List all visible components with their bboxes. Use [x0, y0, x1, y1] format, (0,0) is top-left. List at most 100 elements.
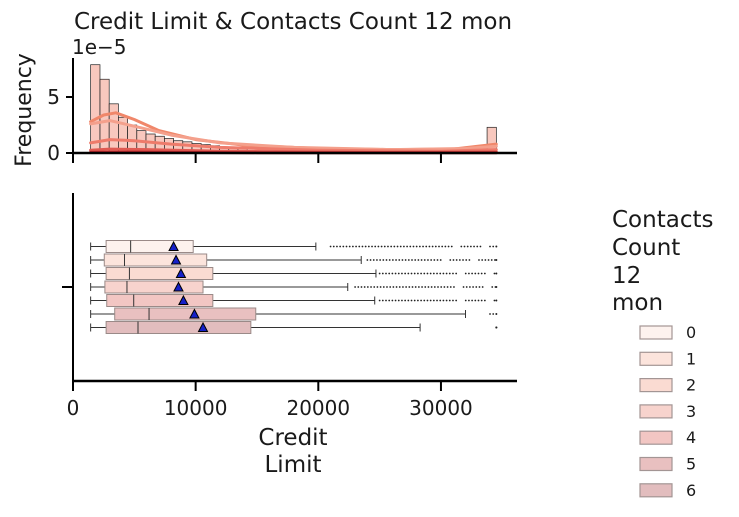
- outlier-point: [455, 259, 458, 261]
- outlier-point: [483, 299, 486, 302]
- outlier-point: [415, 245, 418, 248]
- outlier-point: [404, 299, 407, 302]
- mean-marker: [197, 321, 209, 332]
- legend-title-line-4: mon: [612, 290, 663, 316]
- outlier-point: [371, 245, 373, 248]
- histogram-x-ticks: [72, 153, 442, 163]
- outlier-point: [477, 272, 480, 275]
- outlier-point: [413, 272, 416, 275]
- outlier-point: [407, 259, 410, 261]
- outlier-point: [407, 272, 410, 275]
- outlier-point: [493, 272, 496, 275]
- outlier-point: [476, 245, 479, 248]
- outlier-point: [339, 245, 342, 248]
- legend-label: 6: [686, 481, 696, 500]
- outlier-point: [412, 245, 415, 248]
- boxplot-x-ticks: 0 10000 20000 30000: [67, 381, 473, 420]
- outlier-point: [396, 245, 399, 248]
- outlier-point: [466, 245, 469, 248]
- outlier-point: [397, 272, 400, 275]
- outlier-point: [449, 259, 452, 261]
- outlier-point: [478, 286, 481, 288]
- outlier-point: [450, 245, 453, 248]
- legend-swatch: [639, 483, 673, 498]
- histogram-y-tick-5: 5: [47, 85, 73, 109]
- outlier-point: [494, 259, 496, 261]
- box-iqr: [106, 294, 214, 307]
- outlier-point: [452, 259, 455, 261]
- histogram-y-axis-label: Frequency: [12, 53, 37, 167]
- boxplot-group-5: [90, 307, 498, 321]
- outlier-point: [432, 272, 435, 275]
- outlier-point: [411, 286, 414, 288]
- outlier-point: [474, 299, 477, 302]
- outlier-point: [381, 299, 384, 302]
- legend-swatch: [639, 351, 673, 366]
- box-iqr: [103, 253, 208, 267]
- outlier-point: [391, 299, 394, 302]
- outlier-point: [379, 286, 382, 288]
- outlier-point: [429, 272, 432, 275]
- outlier-point: [425, 245, 428, 248]
- histogram-kde-curve-1: [89, 119, 498, 152]
- boxplot-x-axis-label-line-1: Credit: [258, 425, 327, 451]
- outlier-point: [431, 245, 434, 248]
- outliers: [378, 272, 498, 275]
- outlier-point: [441, 245, 444, 248]
- outlier-point: [423, 299, 426, 302]
- outlier-point: [445, 299, 448, 302]
- outlier-point: [469, 245, 472, 248]
- outlier-point: [495, 259, 498, 261]
- outlier-point: [401, 272, 403, 275]
- outlier-point: [395, 286, 398, 288]
- outlier-point: [424, 286, 427, 288]
- outlier-point: [389, 286, 392, 288]
- outlier-point: [391, 272, 394, 275]
- outlier-point: [329, 245, 332, 248]
- outlier-point: [433, 286, 436, 288]
- legend-label: 2: [686, 376, 696, 395]
- box-iqr: [104, 280, 204, 294]
- outlier-point: [430, 259, 433, 261]
- outlier-point: [402, 286, 404, 288]
- outlier-point: [385, 272, 387, 275]
- outlier-point: [394, 299, 397, 302]
- outlier-point: [471, 272, 474, 275]
- outlier-point: [465, 286, 468, 288]
- outlier-point: [354, 286, 356, 288]
- outlier-point: [471, 299, 474, 302]
- histogram-y-scale-label: 1e−5: [72, 35, 127, 59]
- outlier-point: [376, 286, 379, 288]
- outlier-point: [495, 313, 498, 315]
- outlier-point: [373, 286, 376, 288]
- outlier-point: [469, 286, 471, 288]
- outlier-point: [446, 286, 449, 288]
- outlier-point: [444, 245, 447, 248]
- legend-swatch: [639, 404, 673, 419]
- outlier-point: [433, 259, 436, 261]
- outlier-point: [401, 259, 404, 261]
- outlier-point: [490, 259, 493, 261]
- outlier-point: [489, 245, 491, 248]
- outlier-point: [452, 272, 454, 275]
- outlier-point: [420, 272, 422, 275]
- outlier-point: [427, 259, 429, 261]
- mean-marker: [178, 294, 189, 305]
- outlier-point: [440, 286, 443, 288]
- outlier-point: [475, 286, 478, 288]
- outlier-point: [386, 286, 388, 288]
- outlier-point: [426, 272, 429, 275]
- outlier-point: [342, 245, 345, 248]
- outlier-point: [447, 245, 450, 248]
- outlier-point: [493, 299, 496, 302]
- outlier-point: [438, 245, 440, 248]
- outlier-point: [417, 286, 420, 288]
- legend-item-2: 2: [639, 376, 696, 395]
- boxplot-group-1: [90, 253, 498, 267]
- boxplot-group-4: [90, 294, 498, 307]
- legend-item-0: 0: [639, 323, 696, 342]
- outlier-point: [416, 299, 419, 302]
- legend-swatch: [639, 325, 673, 340]
- mean-marker: [168, 240, 179, 251]
